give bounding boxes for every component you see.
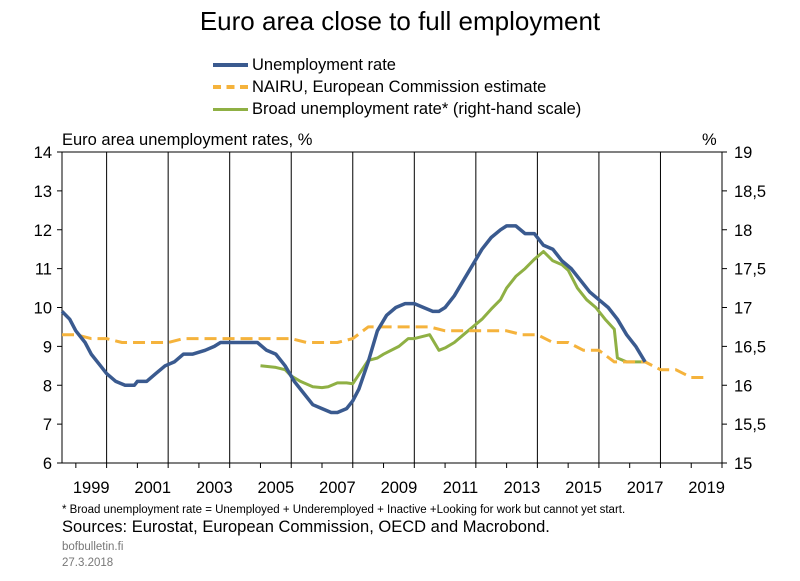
x-tick-label: 2011 <box>443 479 478 497</box>
y-axis-label: Euro area unemployment rates, % <box>62 131 313 149</box>
y2-tick-label: 18,5 <box>734 183 766 201</box>
x-tick-label: 1999 <box>73 479 110 497</box>
y2-tick-label: 18 <box>734 222 752 240</box>
site-credit: bofbulletin.fi <box>62 541 124 553</box>
y2-tick-label: 17 <box>734 300 752 318</box>
y2-tick-label: 19 <box>734 144 752 162</box>
plot-frame <box>61 151 723 464</box>
legend-label-nairu: NAIRU, European Commission estimate <box>252 77 547 96</box>
x-tick-label: 2017 <box>627 479 664 497</box>
legend-label-broad: Broad unemployment rate* (right-hand sca… <box>252 99 582 118</box>
x-tick-label: 2005 <box>257 479 294 497</box>
x-tick-label: 2007 <box>319 479 356 497</box>
legend-item-unemployment: Unemployment rate <box>213 54 581 76</box>
legend-swatch-broad <box>213 107 248 111</box>
legend-item-nairu: NAIRU, European Commission estimate <box>213 76 581 98</box>
y-tick-label: 13 <box>34 183 52 201</box>
y2-tick-label: 15,5 <box>734 416 766 434</box>
x-tick-label: 2003 <box>196 479 233 497</box>
y-tick-label: 8 <box>43 377 52 395</box>
y2-tick-label: 16,5 <box>734 338 766 356</box>
x-tick-label: 2015 <box>565 479 602 497</box>
publish-date: 27.3.2018 <box>62 557 114 569</box>
y-tick-label: 11 <box>35 261 52 279</box>
chart-title: Euro area close to full employment <box>199 6 601 36</box>
legend-swatch-nairu <box>213 85 248 89</box>
series-line-unemployment <box>60 224 647 415</box>
x-tick-label: 2009 <box>381 479 418 497</box>
y-tick-label: 14 <box>34 144 52 162</box>
x-tick-label: 2013 <box>504 479 541 497</box>
series-line-broad <box>260 250 646 390</box>
y2-tick-label: 15 <box>734 455 752 473</box>
y-tick-label: 10 <box>34 300 52 318</box>
y2-axis-label: % <box>702 131 717 149</box>
y-tick-label: 7 <box>43 416 52 434</box>
series-line-nairu <box>62 325 707 379</box>
y2-tick-label: 17,5 <box>734 261 766 279</box>
legend-label-unemployment: Unemployment rate <box>252 55 396 74</box>
legend: Unemployment rate NAIRU, European Commis… <box>213 54 581 120</box>
y2-tick-label: 16 <box>734 377 752 395</box>
y-tick-label: 9 <box>43 338 52 356</box>
x-tick-label: 2019 <box>688 479 725 497</box>
footnote: * Broad unemployment rate = Unemployed +… <box>62 504 626 516</box>
legend-swatch-unemployment <box>213 63 248 67</box>
x-tick-label: 2001 <box>134 479 171 497</box>
y-tick-label: 6 <box>43 455 52 473</box>
legend-item-broad: Broad unemployment rate* (right-hand sca… <box>213 98 581 120</box>
y-tick-label: 12 <box>34 222 52 240</box>
source-note: Sources: Eurostat, European Commission, … <box>62 518 550 536</box>
